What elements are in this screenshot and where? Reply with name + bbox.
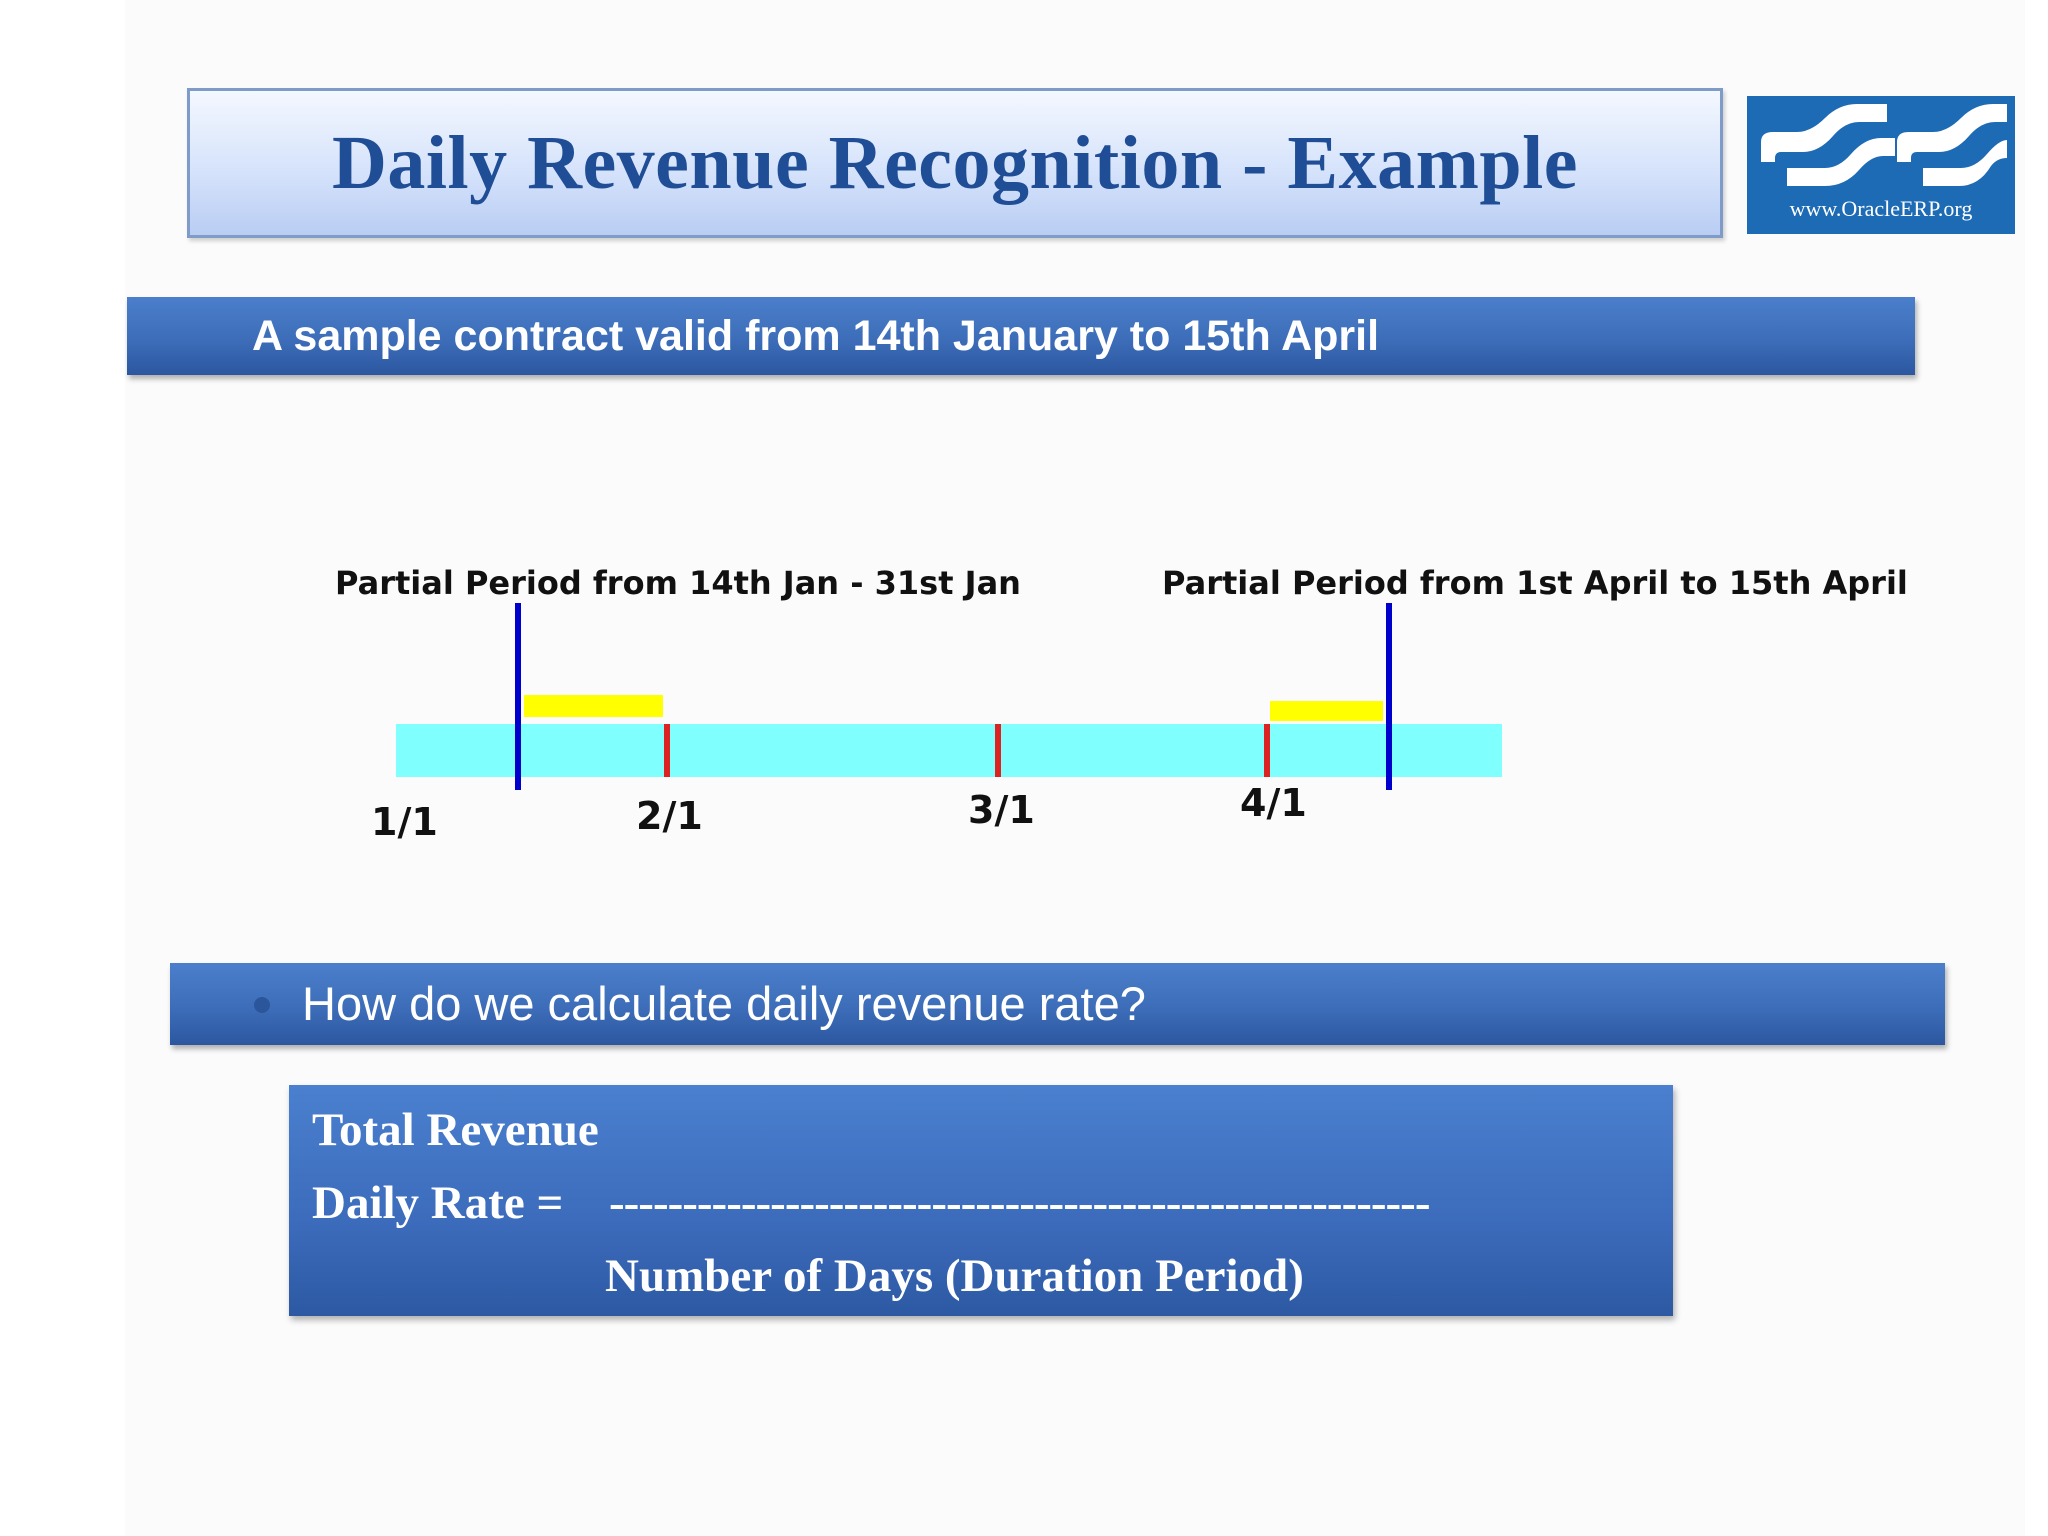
timeline-track [396,724,1502,777]
partial-period-end-bar [1270,701,1383,721]
logo-url: www.OracleERP.org [1789,196,1973,221]
tick-label-2-1: 2/1 [636,794,703,838]
tick-label-3-1: 3/1 [968,788,1035,832]
tick-label-4-1: 4/1 [1240,781,1307,825]
formula-divider: ----------------------------------------… [609,1177,1430,1229]
formula-label: Daily Rate = [312,1177,564,1229]
title-box: Daily Revenue Recognition - Example [187,88,1723,238]
formula-box: Total Revenue Daily Rate = -------------… [289,1085,1673,1316]
month-marker-feb [664,724,670,777]
question-banner: How do we calculate daily revenue rate? [170,963,1945,1045]
partial-period-start-bar [524,695,663,717]
formula-denominator: Number of Days (Duration Period) [605,1250,1304,1302]
month-marker-mar [995,724,1001,777]
question-text: How do we calculate daily revenue rate? [302,977,1146,1030]
contract-start-line [515,603,521,790]
slide-title: Daily Revenue Recognition - Example [331,120,1579,205]
formula-numerator: Total Revenue [312,1104,599,1156]
tick-label-1-1: 1/1 [371,800,438,844]
logo-swoosh-icon [1761,104,2007,186]
contract-banner: A sample contract valid from 14th Januar… [127,297,1915,375]
partial-end-label: Partial Period from 1st April to 15th Ap… [1162,564,1908,602]
contract-banner-text: A sample contract valid from 14th Januar… [252,312,1380,360]
month-marker-apr [1264,724,1270,777]
contract-end-line [1386,603,1392,790]
oracle-erp-logo: www.OracleERP.org [1747,96,2015,234]
partial-start-label: Partial Period from 14th Jan - 31st Jan [335,564,1021,602]
bullet-icon [254,997,270,1013]
